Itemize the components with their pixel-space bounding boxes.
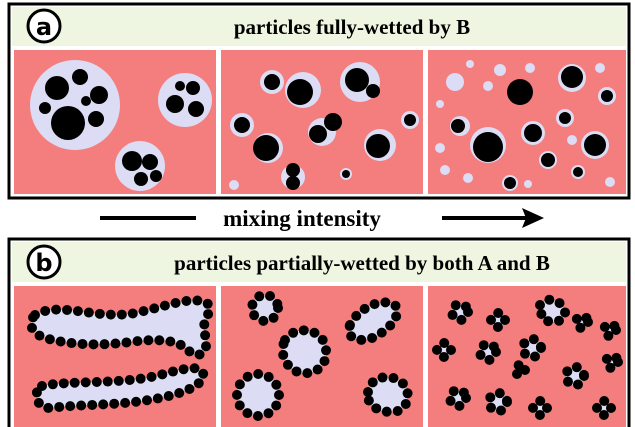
- panel-label: a: [36, 13, 52, 41]
- panel-b-images: [14, 286, 626, 427]
- arrow-label: mixing intensity: [223, 206, 381, 231]
- panel-label: b: [35, 249, 52, 277]
- panel-title: particles fully-wetted by B: [234, 15, 470, 39]
- panel-title: particles partially-wetted by both A and…: [174, 251, 550, 275]
- page: a particles fully-wetted by B: [0, 0, 635, 427]
- figure: a particles fully-wetted by B: [0, 0, 635, 427]
- panel-a-images: [14, 50, 626, 194]
